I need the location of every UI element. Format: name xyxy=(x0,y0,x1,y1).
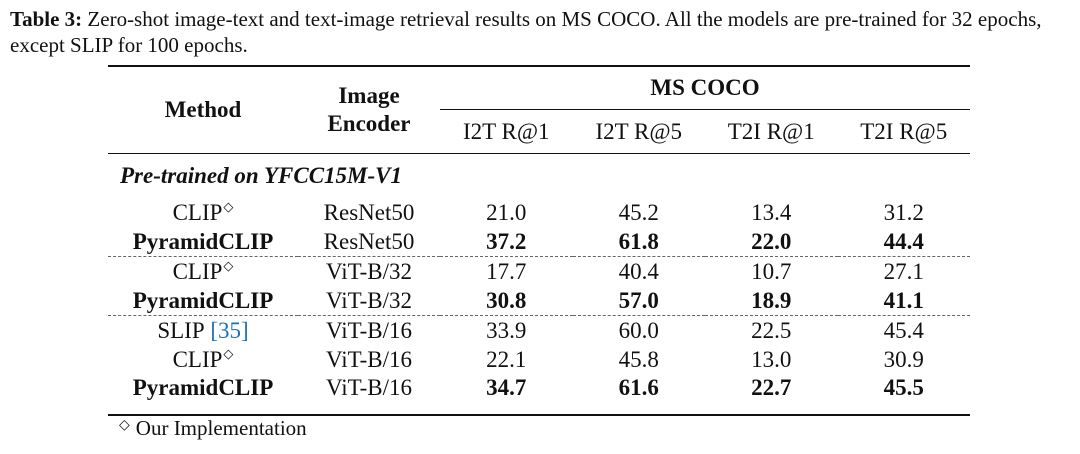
value-cell: 22.1 xyxy=(486,346,527,372)
value-cell: 31.2 xyxy=(883,199,924,225)
value-cell: 30.8 xyxy=(486,287,527,313)
value-cell: 21.0 xyxy=(486,199,527,225)
caption-text: Zero-shot image-text and text-image retr… xyxy=(10,7,1042,57)
method-name: PyramidCLIP xyxy=(132,287,274,313)
method-name: CLIP xyxy=(172,259,223,284)
method-cell: PyramidCLIP xyxy=(108,374,298,415)
encoder-cell: ViT-B/32 xyxy=(298,256,440,286)
method-name: CLIP xyxy=(172,200,223,225)
encoder-cell: ViT-B/32 xyxy=(326,287,412,313)
encoder-cell: ViT-B/16 xyxy=(326,346,412,372)
metric-header: I2T R@1 xyxy=(462,118,550,144)
metric-header: I2T R@5 xyxy=(595,118,683,144)
value-cell: 60.0 xyxy=(572,315,705,345)
method-cell: CLIP◇ xyxy=(108,256,298,286)
results-table: Method Image Encoder MS COCO I2T R@1 I2T … xyxy=(108,65,970,416)
value-cell: 33.9 xyxy=(440,315,573,345)
value-cell: 40.4 xyxy=(572,256,705,286)
encoder-cell: ResNet50 xyxy=(323,228,415,254)
method-name: PyramidCLIP xyxy=(132,228,274,254)
caption-label: Table 3: xyxy=(10,7,83,31)
encoder-cell: ViT-B/16 xyxy=(298,315,440,345)
value-cell: 45.8 xyxy=(618,346,659,372)
value-cell: 45.5 xyxy=(883,375,924,400)
method-name: PyramidCLIP xyxy=(132,375,274,400)
method-cell: SLIP [35] xyxy=(108,315,298,345)
section-label: Pre-trained on YFCC15M-V1 xyxy=(120,163,402,188)
table-row: CLIP◇ ResNet50 21.0 45.2 13.4 31.2 xyxy=(108,198,970,227)
table-row: PyramidCLIP ViT-B/16 34.7 61.6 22.7 45.5 xyxy=(108,374,970,415)
value-cell: 22.7 xyxy=(751,375,792,400)
encoder-cell: ViT-B/16 xyxy=(326,375,412,400)
method-cell: CLIP◇ xyxy=(108,198,298,227)
group-header: MS COCO xyxy=(440,66,970,110)
metric-header: T2I R@5 xyxy=(860,118,948,144)
footnote: ◇ Our Implementation xyxy=(118,416,307,441)
value-cell: 41.1 xyxy=(883,287,924,313)
value-cell: 45.4 xyxy=(837,315,970,345)
footnote-marker: ◇ xyxy=(119,418,130,433)
method-cell: CLIP◇ xyxy=(108,345,298,374)
value-cell: 22.5 xyxy=(705,315,838,345)
table-row: SLIP [35] ViT-B/16 33.9 60.0 22.5 45.4 xyxy=(108,315,970,345)
value-cell: 45.2 xyxy=(618,199,659,225)
method-header: Method xyxy=(164,97,242,122)
table-caption: Table 3: Zero-shot image-text and text-i… xyxy=(10,6,1075,58)
implementation-marker: ◇ xyxy=(223,258,234,273)
value-cell: 27.1 xyxy=(837,256,970,286)
value-cell: 37.2 xyxy=(486,228,527,254)
value-cell: 17.7 xyxy=(440,256,573,286)
implementation-marker: ◇ xyxy=(223,346,234,361)
value-cell: 22.0 xyxy=(751,228,792,254)
value-cell: 18.9 xyxy=(751,287,792,313)
value-cell: 57.0 xyxy=(618,287,659,313)
value-cell: 44.4 xyxy=(883,228,924,254)
metric-header: T2I R@1 xyxy=(727,118,815,144)
method-cell: PyramidCLIP xyxy=(108,286,298,316)
method-name: SLIP xyxy=(157,317,205,343)
method-cell: PyramidCLIP xyxy=(108,227,298,257)
encoder-cell: ResNet50 xyxy=(323,199,415,225)
value-cell: 34.7 xyxy=(486,375,527,400)
value-cell: 30.9 xyxy=(883,346,924,372)
encoder-header: Image Encoder xyxy=(327,83,411,136)
table-row: CLIP◇ ViT-B/32 17.7 40.4 10.7 27.1 xyxy=(108,256,970,286)
value-cell: 61.6 xyxy=(618,375,659,400)
method-name: CLIP xyxy=(172,347,223,372)
table-row: CLIP◇ ViT-B/16 22.1 45.8 13.0 30.9 xyxy=(108,345,970,374)
footnote-text: Our Implementation xyxy=(135,416,307,440)
value-cell: 13.4 xyxy=(751,199,792,225)
value-cell: 61.8 xyxy=(618,228,659,254)
table-row: PyramidCLIP ViT-B/32 30.8 57.0 18.9 41.1 xyxy=(108,286,970,316)
citation: [35] xyxy=(210,317,249,343)
implementation-marker: ◇ xyxy=(223,199,234,214)
table-row: PyramidCLIP ResNet50 37.2 61.8 22.0 44.4 xyxy=(108,227,970,257)
value-cell: 13.0 xyxy=(751,346,792,372)
value-cell: 10.7 xyxy=(705,256,838,286)
